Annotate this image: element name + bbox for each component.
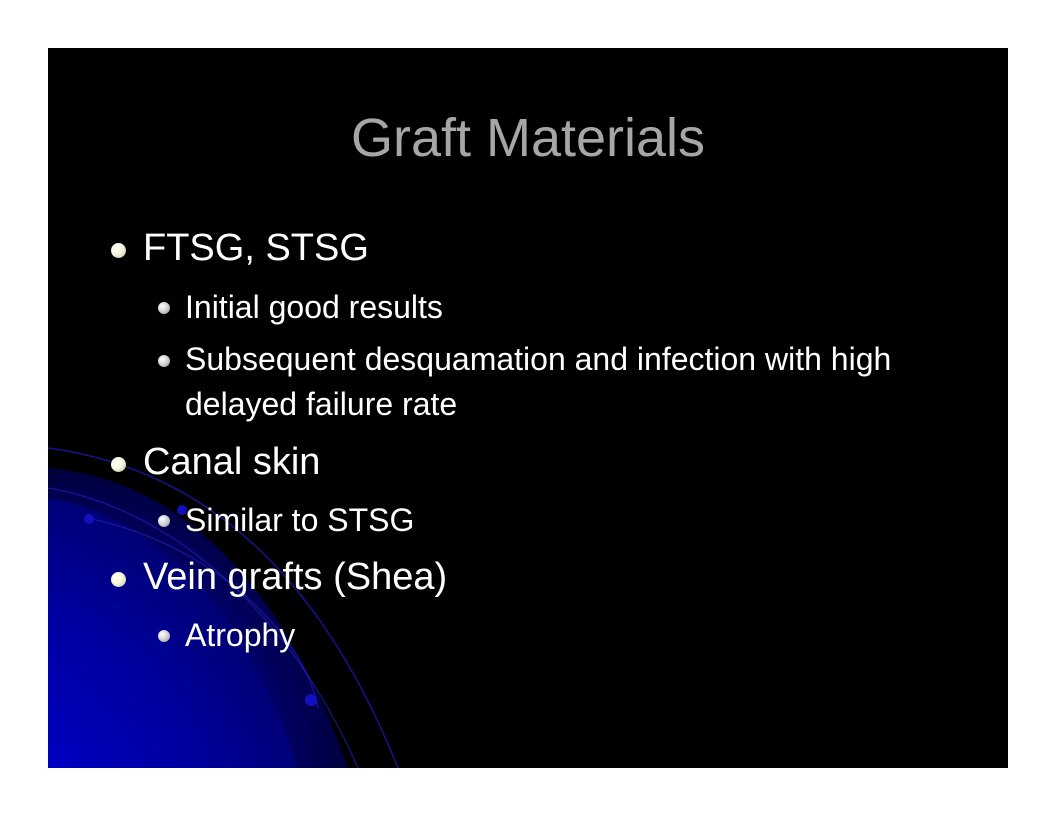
accent-dot	[305, 694, 317, 706]
accent-dot	[177, 505, 187, 515]
slide: Graft Materials FTSG, STSG Initial good …	[48, 48, 1008, 768]
bullet-item: Canal skin	[143, 441, 321, 483]
bullet-item: Vein grafts (Shea)	[143, 556, 448, 598]
slide-title: Graft Materials	[350, 108, 706, 168]
accent-dot	[84, 514, 94, 524]
blue-corner-decoration	[48, 447, 399, 768]
sub-bullet-dot-icon	[158, 355, 170, 367]
sub-bullet-dot-icon	[158, 515, 170, 527]
bullet-list: FTSG, STSG Initial good results Subseque…	[48, 48, 1008, 768]
bullet-item: FTSG, STSG	[143, 227, 369, 269]
sub-bullet-dot-icon	[158, 302, 170, 314]
bullet-dot-icon	[111, 457, 126, 472]
sub-bullet-item: Similar to STSG	[185, 502, 415, 538]
sub-bullet-item: Atrophy	[185, 617, 296, 653]
sub-bullet-item: Subsequent desquamation and infection wi…	[185, 341, 892, 422]
bullet-dot-icon	[111, 243, 126, 258]
sub-bullet-dot-icon	[158, 630, 170, 642]
bullet-dot-icon	[111, 572, 126, 587]
sub-bullet-item: Initial good results	[185, 289, 443, 325]
